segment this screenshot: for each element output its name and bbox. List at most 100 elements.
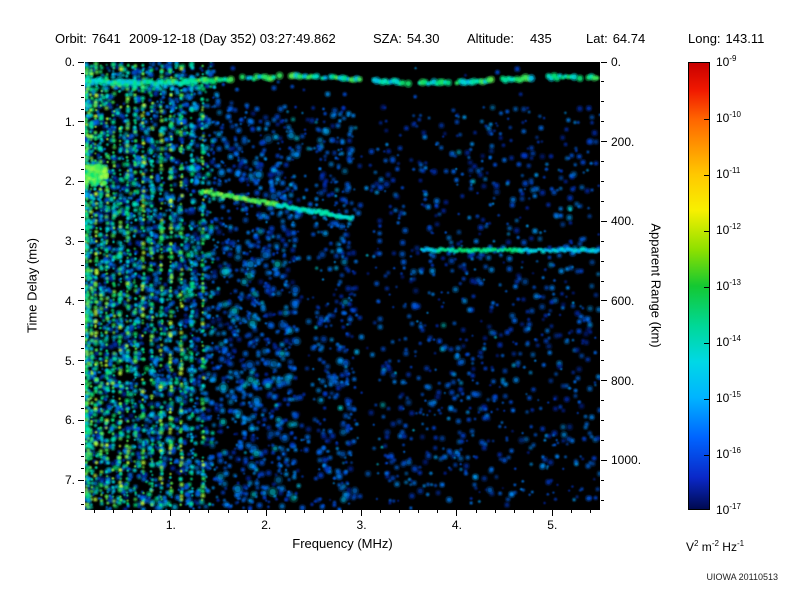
x-axis-minor-tick <box>513 510 515 513</box>
y-axis-major-tick <box>78 180 84 182</box>
altitude-label: Altitude: <box>467 31 514 46</box>
colorbar-tick-label: 10-16 <box>716 446 741 462</box>
colorbar-tick-label: 10-14 <box>716 334 741 350</box>
y-axis-minor-tick <box>81 491 84 493</box>
y-axis-minor-tick <box>81 216 84 218</box>
datetime-field: 2009-12-18 (Day 352) 03:27:49.862 <box>129 31 336 46</box>
x-axis-major-tick <box>551 510 553 516</box>
right-axis-major-tick <box>601 380 607 382</box>
y-axis-minor-tick <box>81 396 84 397</box>
colorbar-unit-label: V2 m-2 Hz-1 <box>686 539 745 555</box>
right-axis-minor-tick <box>601 340 604 342</box>
x-axis-tick-label: 3. <box>356 518 367 532</box>
right-axis-minor-tick <box>601 81 604 83</box>
y-axis-tick-label: 1. <box>64 114 75 129</box>
long-label: Long: <box>688 31 721 46</box>
right-axis-minor-tick <box>601 280 604 282</box>
x-axis-major-tick <box>265 510 267 516</box>
right-axis-tick-label: 200. <box>611 134 635 149</box>
y-axis-major-tick <box>78 479 84 481</box>
x-axis-minor-tick <box>132 510 134 513</box>
sza-value: 54.30 <box>406 31 440 46</box>
y-axis-minor-tick <box>81 431 84 433</box>
colorbar-decade-tick <box>704 230 709 232</box>
x-axis-minor-tick <box>189 510 191 513</box>
y-axis-minor-tick <box>81 467 84 469</box>
x-axis-major-tick <box>361 510 363 516</box>
altitude-value: 435 <box>529 31 552 46</box>
right-axis-minor-tick <box>601 260 604 262</box>
colorbar-tick-label: 10-15 <box>716 390 741 406</box>
right-axis-minor-tick <box>601 479 604 481</box>
colorbar-tick-label: 10-17 <box>716 502 741 518</box>
y-axis-minor-tick <box>81 288 84 290</box>
y-axis-minor-tick <box>81 169 84 171</box>
spectrogram-canvas <box>85 62 600 510</box>
long-field: Long: 143.11 <box>688 31 764 46</box>
x-axis-minor-tick <box>94 510 96 513</box>
y-axis-minor-tick <box>81 228 84 230</box>
right-axis-major-tick <box>601 459 607 461</box>
colorbar-decade-tick <box>704 174 709 176</box>
right-axis-tick-label: 1000. <box>611 453 642 468</box>
colorbar-tick-label: 10-11 <box>716 166 741 182</box>
y-axis-minor-tick <box>81 407 84 409</box>
x-axis-minor-tick <box>494 510 496 513</box>
x-axis-minor-tick <box>322 510 324 513</box>
x-axis-minor-tick <box>113 510 115 513</box>
right-axis-tick-label: 0. <box>611 55 622 69</box>
y-axis-minor-tick <box>81 145 84 147</box>
right-axis-minor-tick <box>601 499 604 501</box>
y-axis-minor-tick <box>81 372 84 374</box>
orbit-label: Orbit: <box>55 31 87 46</box>
y-axis-major-tick <box>78 360 84 362</box>
sza-field: SZA: 54.30 <box>373 31 439 46</box>
altitude-field: Altitude: 435 <box>467 31 552 46</box>
orbit-field: Orbit: 7641 <box>55 31 121 46</box>
y-axis-minor-tick <box>81 276 84 278</box>
x-axis-minor-tick <box>303 510 305 513</box>
y-axis-minor-tick <box>81 252 84 254</box>
right-axis-minor-tick <box>601 200 604 202</box>
lat-value: 64.74 <box>612 31 646 46</box>
y-axis-major-tick <box>78 121 84 123</box>
y-axis-minor-tick <box>81 109 84 111</box>
x-axis-label: Frequency (MHz) <box>292 536 393 551</box>
right-axis-minor-tick <box>601 101 604 103</box>
datetime-value: 2009-12-18 (Day 352) 03:27:49.862 <box>129 31 336 46</box>
x-axis-minor-tick <box>437 510 439 513</box>
x-axis-minor-tick <box>418 510 420 513</box>
y-axis-minor-tick <box>81 384 84 386</box>
right-axis-minor-tick <box>601 121 604 123</box>
x-axis-minor-tick <box>589 510 591 513</box>
right-axis-minor-tick <box>601 161 604 163</box>
y-axis-minor-tick <box>81 73 84 75</box>
y-axis-minor-tick <box>81 157 84 159</box>
x-axis-tick-label: 1. <box>165 518 176 532</box>
y-axis-tick-label: 5. <box>64 353 75 368</box>
colorbar-gradient <box>688 62 710 510</box>
y-axis-minor-tick <box>81 443 84 445</box>
y-axis-label-right: Apparent Range (km) <box>648 223 664 348</box>
y-axis-major-tick <box>78 300 84 302</box>
y-axis-minor-tick <box>81 336 84 338</box>
y-axis-minor-tick <box>81 192 84 194</box>
y-axis-minor-tick <box>81 348 84 350</box>
y-axis-minor-tick <box>81 264 84 266</box>
x-axis-minor-tick <box>227 510 229 513</box>
right-axis-minor-tick <box>601 419 604 421</box>
sza-label: SZA: <box>373 31 402 46</box>
right-axis-minor-tick <box>601 240 604 242</box>
x-axis-minor-tick <box>380 510 382 513</box>
y-axis-major-tick <box>78 419 84 421</box>
colorbar-tick-label: 10-13 <box>716 278 741 294</box>
y-axis-tick-label: 6. <box>64 413 75 428</box>
x-axis-major-tick <box>170 510 172 516</box>
colorbar-decade-tick <box>704 118 709 120</box>
colorbar-decade-tick <box>704 286 709 288</box>
y-axis-minor-tick <box>81 204 84 206</box>
right-axis-minor-tick <box>601 399 604 401</box>
header-info: Orbit: 7641 2009-12-18 (Day 352) 03:27:49… <box>0 31 800 47</box>
y-axis-label-left: Time Delay (ms) <box>24 238 40 333</box>
